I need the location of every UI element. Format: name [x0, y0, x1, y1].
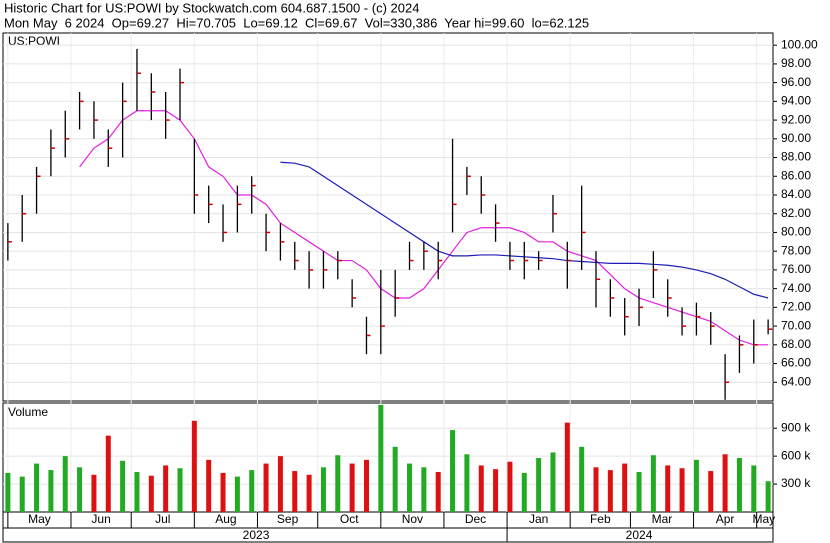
volume-bar	[622, 463, 628, 512]
volume-tick-label: 300 k	[781, 476, 811, 490]
y-tick-label: 78.00	[781, 243, 811, 257]
x-tick-label: Nov	[402, 512, 423, 526]
year-label: 2024	[626, 528, 653, 542]
volume-bar	[507, 461, 513, 512]
y-tick-label: 98.00	[781, 56, 811, 70]
volume-bar	[234, 476, 240, 512]
volume-bar	[679, 468, 685, 512]
volume-bar	[736, 458, 742, 512]
volume-bar	[378, 404, 384, 512]
volume-tick-label: 600 k	[781, 448, 811, 462]
volume-bar	[34, 463, 40, 512]
price-panel	[2, 32, 774, 402]
y-tick-label: 76.00	[781, 262, 811, 276]
volume-bar	[349, 463, 355, 512]
volume-bar	[120, 460, 126, 512]
x-tick-label: Oct	[340, 512, 359, 526]
volume-bar	[220, 472, 226, 512]
y-tick-label: 88.00	[781, 150, 811, 164]
volume-bar	[493, 469, 499, 512]
volume-bar	[335, 455, 341, 512]
volume-bar	[191, 420, 197, 512]
x-tick-label: Apr	[716, 512, 735, 526]
x-tick-label: May	[28, 512, 51, 526]
volume-bar	[62, 456, 68, 512]
y-tick-label: 80.00	[781, 225, 811, 239]
volume-bar	[536, 458, 542, 512]
y-tick-label: 86.00	[781, 168, 811, 182]
chart-title: Historic Chart for US:POWI by Stockwatch…	[4, 0, 419, 15]
x-tick-label: Aug	[215, 512, 236, 526]
y-tick-label: 82.00	[781, 206, 811, 220]
volume-bar	[77, 467, 83, 512]
volume-bar	[751, 465, 757, 512]
chart-subtitle: Mon May 6 2024 Op=69.27 Hi=70.705 Lo=69.…	[4, 15, 589, 30]
volume-bar	[665, 465, 671, 512]
symbol-label: US:POWI	[8, 34, 60, 48]
volume-bar	[593, 467, 599, 512]
x-tick-label: Dec	[465, 512, 486, 526]
y-tick-label: 66.00	[781, 356, 811, 370]
volume-bar	[421, 467, 427, 512]
volume-bar	[48, 470, 54, 512]
y-tick-label: 90.00	[781, 131, 811, 145]
volume-bar	[249, 470, 255, 512]
volume-bar	[607, 470, 613, 512]
x-tick-label: Jan	[529, 512, 548, 526]
x-tick-label: Sep	[277, 512, 299, 526]
volume-bar	[579, 446, 585, 512]
y-tick-label: 68.00	[781, 337, 811, 351]
volume-bar	[91, 474, 97, 512]
volume-label: Volume	[8, 405, 48, 419]
y-tick-label: 72.00	[781, 300, 811, 314]
volume-bar	[435, 471, 441, 512]
volume-bar	[392, 446, 398, 512]
x-tick-label: Jun	[91, 512, 110, 526]
volume-bar	[320, 467, 326, 512]
volume-bar	[105, 435, 111, 512]
volume-bar	[363, 459, 369, 512]
volume-bar	[650, 455, 656, 512]
time-axis	[2, 511, 774, 543]
volume-bar	[407, 463, 413, 512]
volume-bar	[292, 471, 298, 512]
volume-bar	[148, 475, 154, 512]
y-tick-label: 96.00	[781, 75, 811, 89]
y-tick-label: 74.00	[781, 281, 811, 295]
volume-bar	[708, 471, 714, 512]
year-label: 2023	[243, 528, 270, 542]
y-tick-label: 84.00	[781, 187, 811, 201]
y-tick-label: 94.00	[781, 94, 811, 108]
y-tick-label: 70.00	[781, 318, 811, 332]
volume-bar	[550, 452, 556, 512]
volume-bar	[693, 459, 699, 512]
volume-bar	[306, 474, 312, 512]
volume-bar	[464, 454, 470, 512]
volume-bar	[636, 471, 642, 512]
volume-bar	[206, 459, 212, 512]
volume-bar	[263, 463, 269, 512]
y-tick-label: 92.00	[781, 112, 811, 126]
volume-bar	[5, 472, 11, 512]
volume-bar	[163, 465, 169, 512]
volume-bar	[177, 468, 183, 512]
volume-bar	[765, 481, 771, 512]
volume-bar	[450, 430, 456, 512]
y-tick-label: 64.00	[781, 374, 811, 388]
volume-bar	[19, 476, 25, 512]
y-tick-label: 100.00	[781, 37, 818, 51]
volume-tick-label: 900 k	[781, 420, 811, 434]
x-tick-label: May	[752, 512, 775, 526]
volume-bar	[722, 454, 728, 512]
volume-bar	[478, 465, 484, 512]
volume-bar	[134, 471, 140, 512]
x-tick-label: Mar	[652, 512, 673, 526]
x-tick-label: Feb	[590, 512, 611, 526]
volume-bar	[521, 472, 527, 512]
volume-bar	[564, 422, 570, 512]
volume-bar	[277, 456, 283, 512]
x-tick-label: Jul	[155, 512, 170, 526]
